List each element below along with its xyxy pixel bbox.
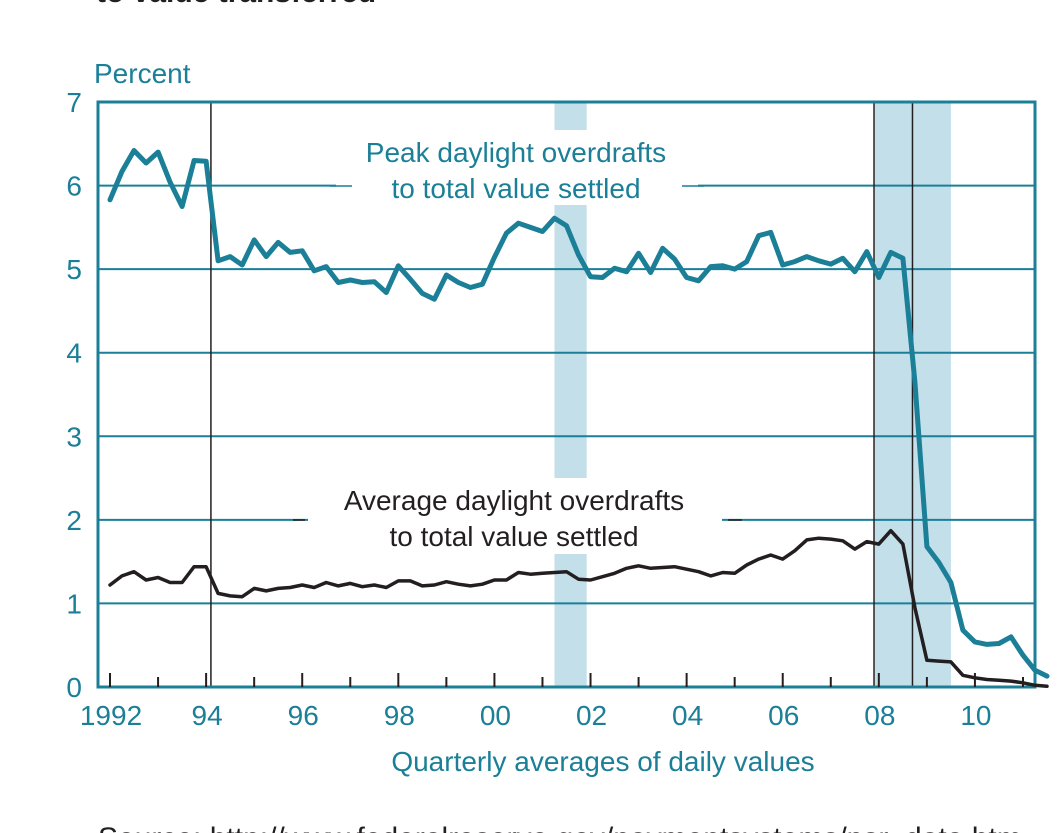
y-tick-label-6: 6 [66, 171, 82, 202]
y-tick-label-7: 7 [66, 87, 82, 118]
x-tick-label-98: 98 [384, 700, 415, 731]
x-tick-label-02: 02 [576, 700, 607, 731]
y-tick-label-4: 4 [66, 338, 82, 369]
y-tick-label-5: 5 [66, 254, 82, 285]
x-tick-label-1992: 1992 [80, 700, 142, 731]
x-tick-label-00: 00 [480, 700, 511, 731]
peak-overdrafts-line [107, 148, 1050, 679]
source-footnote: Source: http://www.federalreserve.gov/pa… [98, 822, 1022, 833]
x-tick-label-04: 04 [672, 700, 703, 731]
chart-title-fragment: to value transferred [96, 0, 376, 9]
peak-label-bg [336, 130, 698, 205]
x-axis-label: Quarterly averages of daily values [391, 746, 814, 777]
y-axis-label: Percent [94, 58, 191, 89]
y-tick-label-0: 0 [66, 672, 82, 703]
x-tick-label-94: 94 [192, 700, 223, 731]
y-tick-label-3: 3 [66, 421, 82, 452]
y-tick-labels: 0 1 2 3 4 5 6 7 [66, 87, 82, 703]
x-tick-labels: 1992 94 96 98 00 02 04 06 08 10 [80, 673, 1024, 731]
series-layer [107, 148, 1050, 688]
average-series-label-line1: Average daylight overdrafts [344, 485, 684, 516]
x-tick-label-96: 96 [288, 700, 319, 731]
x-tick-label-08: 08 [864, 700, 895, 731]
peak-series-label-line2: to total value settled [391, 173, 640, 204]
average-series-label-line2: to total value settled [389, 521, 638, 552]
x-tick-label-06: 06 [768, 700, 799, 731]
y-tick-label-1: 1 [66, 588, 82, 619]
plot-frame [96, 100, 1037, 689]
peak-series-label-line1: Peak daylight overdrafts [366, 137, 666, 168]
y-tick-label-2: 2 [66, 505, 82, 536]
average-label-bg [308, 478, 722, 554]
average-overdrafts-line [108, 528, 1049, 688]
x-tick-label-10: 10 [960, 700, 991, 731]
